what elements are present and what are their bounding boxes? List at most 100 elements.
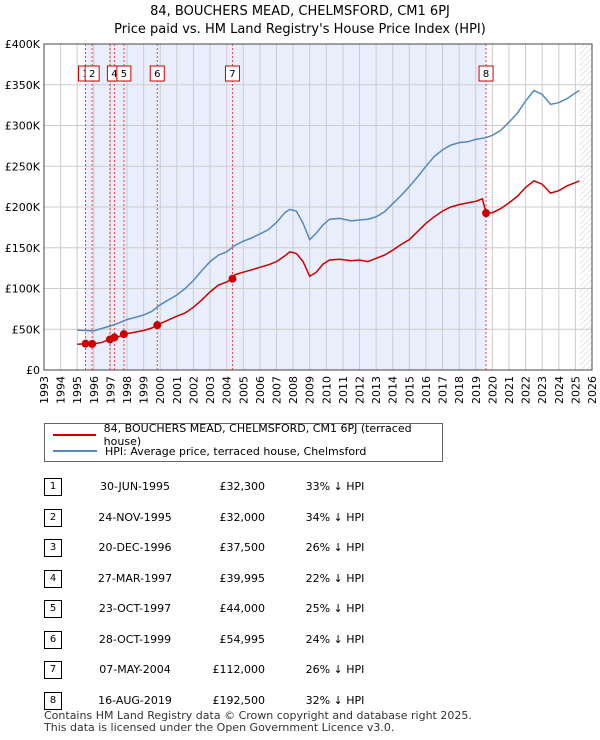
property-series-line bbox=[77, 180, 580, 346]
transaction-hpi-diff: 26% ↓ HPI bbox=[305, 541, 365, 554]
sale-label-box-2: 2 bbox=[84, 65, 100, 82]
x-tick-label: 2023 bbox=[536, 376, 549, 404]
transaction-number: 4 bbox=[44, 569, 62, 588]
sale-point-1 bbox=[81, 339, 90, 348]
x-tick-label: 2005 bbox=[237, 376, 250, 404]
plot-frame bbox=[43, 43, 593, 371]
transaction-hpi-diff: 34% ↓ HPI bbox=[305, 510, 365, 524]
transaction-price: £192,500 bbox=[212, 693, 266, 707]
transaction-row: 2 24-NOV-1995 £32,000 34% ↓ HPI bbox=[0, 503, 600, 531]
transaction-date: 16-AUG-2019 bbox=[98, 693, 172, 707]
legend-swatch-hpi bbox=[53, 450, 97, 452]
sale-label-box-6: 6 bbox=[149, 65, 165, 82]
x-tick-label: 1996 bbox=[88, 376, 101, 404]
chart-title: 84, BOUCHERS MEAD, CHELMSFORD, CM1 6PJ bbox=[150, 4, 450, 19]
y-tick-label: £0 bbox=[26, 364, 40, 377]
x-tick-label: 1993 bbox=[38, 376, 51, 404]
x-tick-label: 2004 bbox=[221, 376, 234, 404]
x-tick-label: 2000 bbox=[154, 376, 167, 404]
sale-label-frame bbox=[478, 65, 494, 82]
x-tick-label: 2020 bbox=[486, 376, 499, 404]
transaction-price: £54,995 bbox=[219, 632, 266, 646]
x-tick-label: 2008 bbox=[287, 376, 300, 404]
sale-label-text: 4 bbox=[111, 69, 117, 80]
x-tick-label: 2017 bbox=[437, 376, 450, 404]
x-tick-label: 1994 bbox=[55, 376, 68, 404]
hpi-series-line bbox=[77, 89, 580, 332]
sale-point-4 bbox=[110, 333, 119, 342]
sale-point-6 bbox=[153, 321, 162, 330]
x-tick-label: 2022 bbox=[520, 376, 533, 404]
x-tick-label: 2011 bbox=[337, 376, 350, 404]
transaction-number: 3 bbox=[44, 539, 62, 557]
x-tick-label: 2012 bbox=[354, 376, 367, 404]
transaction-number: 7 bbox=[44, 661, 62, 679]
transaction-hpi-diff: 26% ↓ HPI bbox=[305, 663, 365, 676]
sale-label-text: 2 bbox=[89, 69, 95, 80]
transaction-row: 3 20-DEC-1996 £37,500 26% ↓ HPI bbox=[0, 533, 600, 561]
transaction-price: £39,995 bbox=[219, 571, 266, 585]
sale-label-frame bbox=[116, 65, 132, 82]
sale-point-7 bbox=[228, 274, 237, 283]
y-tick-label: £150K bbox=[5, 242, 41, 255]
sale-label-box-5: 5 bbox=[116, 65, 132, 82]
legend-swatch-property bbox=[53, 434, 96, 436]
sale-label-box-8: 8 bbox=[478, 65, 494, 82]
y-tick-label: £400K bbox=[5, 38, 41, 51]
sale-label-text: 7 bbox=[229, 69, 235, 80]
x-tick-label: 2015 bbox=[403, 376, 416, 404]
chart-legend: 84, BOUCHERS MEAD, CHELMSFORD, CM1 6PJ (… bbox=[44, 422, 443, 462]
transaction-date: 23-OCT-1997 bbox=[98, 602, 172, 615]
x-tick-label: 2026 bbox=[586, 376, 599, 404]
legend-item-hpi: HPI: Average price, terraced house, Chel… bbox=[53, 443, 366, 459]
transaction-date: 24-NOV-1995 bbox=[98, 510, 172, 524]
x-tick-label: 2010 bbox=[320, 376, 333, 404]
x-tick-label: 1999 bbox=[138, 376, 151, 404]
chart-subtitle: Price paid vs. HM Land Registry's House … bbox=[114, 22, 486, 37]
sale-label-frame bbox=[224, 65, 240, 82]
x-tick-label: 2024 bbox=[553, 376, 566, 404]
x-tick-label: 2021 bbox=[503, 376, 516, 404]
sale-point-8 bbox=[482, 209, 491, 218]
sale-point-5 bbox=[119, 330, 128, 339]
x-tick-label: 2006 bbox=[254, 376, 267, 404]
sale-label-text: 8 bbox=[483, 69, 489, 80]
y-tick-label: £100K bbox=[5, 283, 41, 296]
x-tick-label: 2002 bbox=[187, 376, 200, 404]
transaction-price: £44,000 bbox=[219, 602, 266, 615]
transaction-number: 1 bbox=[44, 478, 62, 496]
transaction-hpi-diff: 32% ↓ HPI bbox=[305, 693, 365, 707]
x-tick-label: 2013 bbox=[370, 376, 383, 404]
transaction-row: 5 23-OCT-1997 £44,000 25% ↓ HPI bbox=[0, 594, 600, 622]
transaction-row: 6 28-OCT-1999 £54,995 24% ↓ HPI bbox=[0, 625, 600, 653]
transaction-hpi-diff: 22% ↓ HPI bbox=[305, 571, 365, 585]
transaction-hpi-diff: 25% ↓ HPI bbox=[305, 602, 365, 615]
transaction-price: £37,500 bbox=[219, 541, 266, 554]
footer: Contains HM Land Registry data © Crown c… bbox=[44, 710, 472, 734]
transaction-row: 4 27-MAR-1997 £39,995 22% ↓ HPI bbox=[0, 564, 600, 592]
transaction-date: 20-DEC-1996 bbox=[98, 541, 172, 554]
x-tick-label: 2009 bbox=[304, 376, 317, 404]
y-tick-label: £350K bbox=[5, 79, 41, 92]
x-tick-label: 2003 bbox=[204, 376, 217, 404]
price-chart: £0 £50K £100K £150K £200K £250K £300K £350K £400… bbox=[5, 38, 599, 404]
y-tick-label: £200K bbox=[5, 201, 41, 214]
transaction-date: 07-MAY-2004 bbox=[99, 663, 171, 676]
x-tick-label: 2001 bbox=[171, 376, 184, 404]
transaction-date: 27-MAR-1997 bbox=[97, 571, 173, 585]
x-tick-label: 2018 bbox=[453, 376, 466, 404]
transaction-hpi-diff: 33% ↓ HPI bbox=[305, 480, 365, 493]
legend-item-property: 84, BOUCHERS MEAD, CHELMSFORD, CM1 6PJ (… bbox=[53, 422, 442, 448]
x-tick-label: 2014 bbox=[387, 376, 400, 404]
legend-label-property: 84, BOUCHERS MEAD, CHELMSFORD, CM1 6PJ (… bbox=[103, 422, 412, 448]
transaction-number: 6 bbox=[44, 630, 62, 649]
transaction-number: 5 bbox=[44, 600, 62, 618]
transaction-number: 8 bbox=[44, 691, 62, 710]
x-tick-label: 2007 bbox=[270, 376, 283, 404]
transaction-price: £32,000 bbox=[219, 510, 266, 524]
y-tick-label: £300K bbox=[5, 120, 41, 133]
sale-label-frame bbox=[84, 65, 100, 82]
transaction-row: 7 07-MAY-2004 £112,000 26% ↓ HPI bbox=[0, 655, 600, 683]
transaction-price: £112,000 bbox=[212, 663, 266, 676]
y-tick-label: £250K bbox=[5, 160, 41, 173]
